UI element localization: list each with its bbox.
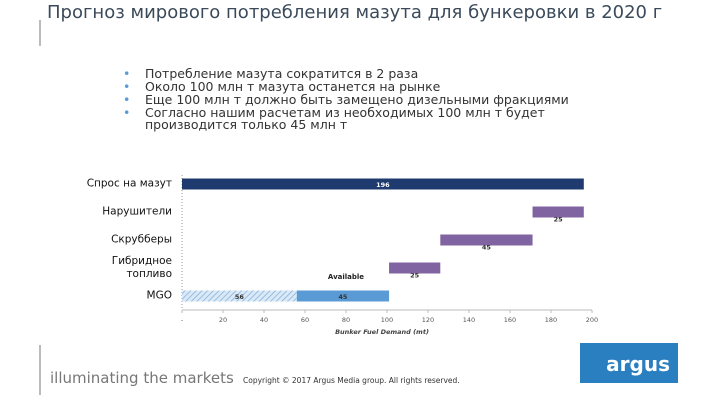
category-label: Гибридное топливо <box>111 255 172 280</box>
x-tick-label: 180 <box>545 316 557 324</box>
value-label: 56 <box>235 293 245 301</box>
value-label: 25 <box>410 272 420 280</box>
x-tick-label: 100 <box>381 316 393 324</box>
x-tick-label: 40 <box>260 316 268 324</box>
x-tick-label: 120 <box>422 316 434 324</box>
x-axis-label: Bunker Fuel Demand (mt) <box>335 328 429 336</box>
value-label: 25 <box>554 216 564 224</box>
category-label: Скрубберы <box>111 233 172 246</box>
x-tick-label: - <box>181 316 184 324</box>
bullet: Потребление мазута сократится в 2 раза <box>120 67 590 80</box>
bar <box>532 206 584 218</box>
x-tick-label: 80 <box>342 316 350 324</box>
category-label: Нарушители <box>102 205 172 218</box>
bar <box>296 290 390 302</box>
bullet: Еще 100 млн т должно быть замещено дизел… <box>120 93 590 106</box>
value-label: 196 <box>376 181 390 189</box>
logo: argus <box>580 343 678 383</box>
x-tick-label: 140 <box>463 316 475 324</box>
bar <box>182 178 584 190</box>
bullet: Согласно нашим расчетам из необходимых 1… <box>120 106 590 131</box>
x-tick-label: 160 <box>504 316 516 324</box>
bullet: Около 100 млн т мазута останется на рынк… <box>120 80 590 93</box>
x-tick-label: 200 <box>586 316 598 324</box>
accent-line <box>39 20 41 46</box>
x-tick-label: 20 <box>219 316 227 324</box>
value-label: 45 <box>338 293 348 301</box>
category-label: MGO <box>146 289 172 302</box>
bullet-list: Потребление мазута сократится в 2 разаОк… <box>120 67 590 132</box>
bar <box>440 234 533 246</box>
category-label: Спрос на мазут <box>86 177 172 190</box>
slide-title: Прогноз мирового потребления мазута для … <box>47 2 663 23</box>
value-label: 45 <box>482 244 492 252</box>
tagline: illuminating the markets <box>50 369 234 387</box>
bar <box>389 262 441 274</box>
bar <box>182 290 297 302</box>
accent-line <box>39 345 41 395</box>
copyright: Copyright © 2017 Argus Media group. All … <box>243 376 460 385</box>
annotation: Available <box>328 273 364 281</box>
x-tick-label: 60 <box>301 316 309 324</box>
